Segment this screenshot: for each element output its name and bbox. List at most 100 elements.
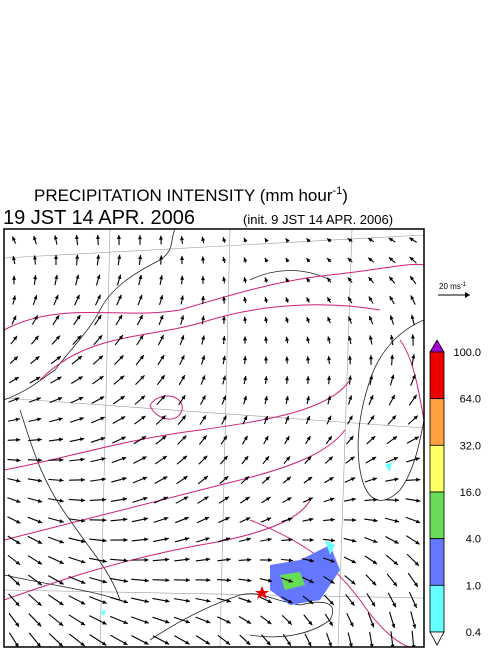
wind-arrow-head — [327, 277, 332, 283]
wind-arrow-head — [369, 643, 374, 647]
wind-arrow-head — [306, 297, 311, 302]
wind-arrow-head — [350, 477, 356, 482]
wind-arrow-head — [15, 601, 20, 607]
wind-arrow-head — [37, 601, 42, 606]
wind-arrow-head — [347, 257, 352, 263]
wind-arrow-head — [141, 436, 147, 441]
wind-arrow-head — [265, 476, 270, 481]
wind-arrow-head — [414, 561, 419, 566]
wind-arrow-head — [349, 622, 354, 627]
wind-arrow-head — [415, 540, 420, 545]
contour-line — [39, 304, 381, 381]
wind-arrow-head — [37, 581, 42, 586]
wind-arrow-head — [285, 277, 290, 283]
wind-arrow-head — [144, 557, 149, 562]
wind-arrow-head — [182, 435, 187, 440]
wind-arrow-head — [351, 580, 356, 585]
wind-arrow-head — [412, 624, 417, 629]
wind-scale-text: 20 ms — [439, 282, 461, 291]
wind-arrow-head — [79, 437, 85, 442]
wind-arrow-head — [159, 315, 164, 320]
wind-arrow-head — [392, 581, 397, 587]
wind-arrow-head — [368, 355, 373, 360]
wind-arrow-head — [165, 578, 170, 583]
wind-arrow-head — [122, 497, 128, 502]
wind-arrow-head — [224, 496, 229, 501]
wind-arrow-head — [95, 234, 100, 239]
lat-lon-grid — [4, 229, 424, 647]
wind-arrow-head — [244, 476, 249, 481]
wind-arrow-head — [225, 537, 231, 542]
wind-arrow-head — [243, 375, 247, 381]
colorbar-label: 4.0 — [466, 534, 481, 546]
wind-arrow-head — [409, 256, 414, 262]
wind-arrow-head — [246, 537, 251, 542]
wind-arrow-head — [268, 558, 273, 563]
wind-arrow-head — [58, 621, 64, 626]
wind-arrow-head — [327, 356, 331, 361]
wind-arrow-head — [369, 315, 373, 321]
wind-arrow-head — [285, 415, 289, 421]
wind-arrow-head — [222, 375, 227, 381]
wind-arrow-head — [161, 435, 167, 440]
wind-arrow-head — [58, 642, 63, 647]
wind-arrow-head — [286, 641, 291, 646]
wind-arrow-head — [123, 599, 128, 604]
wind-arrow-head — [223, 435, 227, 441]
wind-arrow-head — [102, 538, 107, 543]
wind-arrow-head — [138, 255, 143, 260]
wind-arrow-head — [368, 335, 373, 340]
wind-arrow-head — [12, 295, 17, 300]
title: PRECIPITATION INTENSITY (mm hour-1) — [34, 185, 348, 205]
wind-arrow-head — [373, 497, 378, 502]
wind-arrow-head — [101, 457, 106, 462]
wind-arrow-head — [330, 558, 335, 563]
wind-arrow-head — [57, 397, 63, 401]
wind-arrow-head — [369, 395, 374, 400]
wind-arrow-head — [372, 477, 377, 482]
wind-arrow-head — [371, 581, 377, 586]
wind-arrow-head — [351, 497, 356, 502]
wind-arrow-head — [78, 396, 84, 401]
wind-arrow-head — [307, 456, 312, 461]
wind-arrow-head — [203, 476, 208, 481]
wind-arrow-head — [118, 314, 123, 320]
wind-arrow-head — [413, 603, 417, 608]
rain-area — [280, 572, 305, 590]
wind-arrow-head — [144, 640, 149, 645]
wind-arrow-head — [226, 598, 231, 603]
title-close: ) — [342, 186, 348, 205]
wind-arrow-head — [414, 436, 419, 441]
wind-arrow-head — [102, 518, 107, 523]
colorbar: 100.0 64.0 32.0 16.0 4.0 1.0 0.4 — [429, 339, 481, 646]
wind-arrow-head — [415, 457, 420, 462]
wind-arrow-head — [204, 517, 210, 521]
wind-arrow-head — [15, 417, 20, 422]
wind-arrow-head — [393, 457, 399, 461]
wind-arrow-head — [394, 539, 399, 544]
wind-arrow-head — [164, 640, 170, 645]
wind-arrow-head — [348, 316, 352, 321]
colorbar-segment — [429, 444, 445, 493]
wind-arrow-head — [183, 476, 188, 481]
wind-arrow-head — [306, 317, 311, 322]
wind-arrow-head — [285, 258, 290, 263]
wind-arrow-head — [206, 578, 211, 583]
wind-arrow-head — [59, 498, 64, 503]
wind-arrow-head — [329, 600, 334, 605]
wind-arrow-head — [410, 334, 415, 339]
wind-arrow-head — [201, 256, 206, 261]
wind-arrow-head — [180, 236, 184, 241]
wind-arrow-head — [99, 376, 104, 381]
wind-arrow-head — [244, 456, 249, 461]
wind-arrow-head — [243, 237, 248, 243]
wind-arrow-head — [415, 519, 421, 524]
wind-arrow-head — [287, 517, 293, 522]
contour-line — [4, 263, 424, 331]
wind-arrow-head — [119, 375, 125, 380]
wind-arrow-head — [206, 598, 211, 603]
wind-arrow-head — [98, 355, 103, 360]
wind-arrow-head — [184, 537, 190, 542]
wind-arrow-head — [144, 619, 149, 624]
wind-arrow-head — [352, 518, 357, 523]
